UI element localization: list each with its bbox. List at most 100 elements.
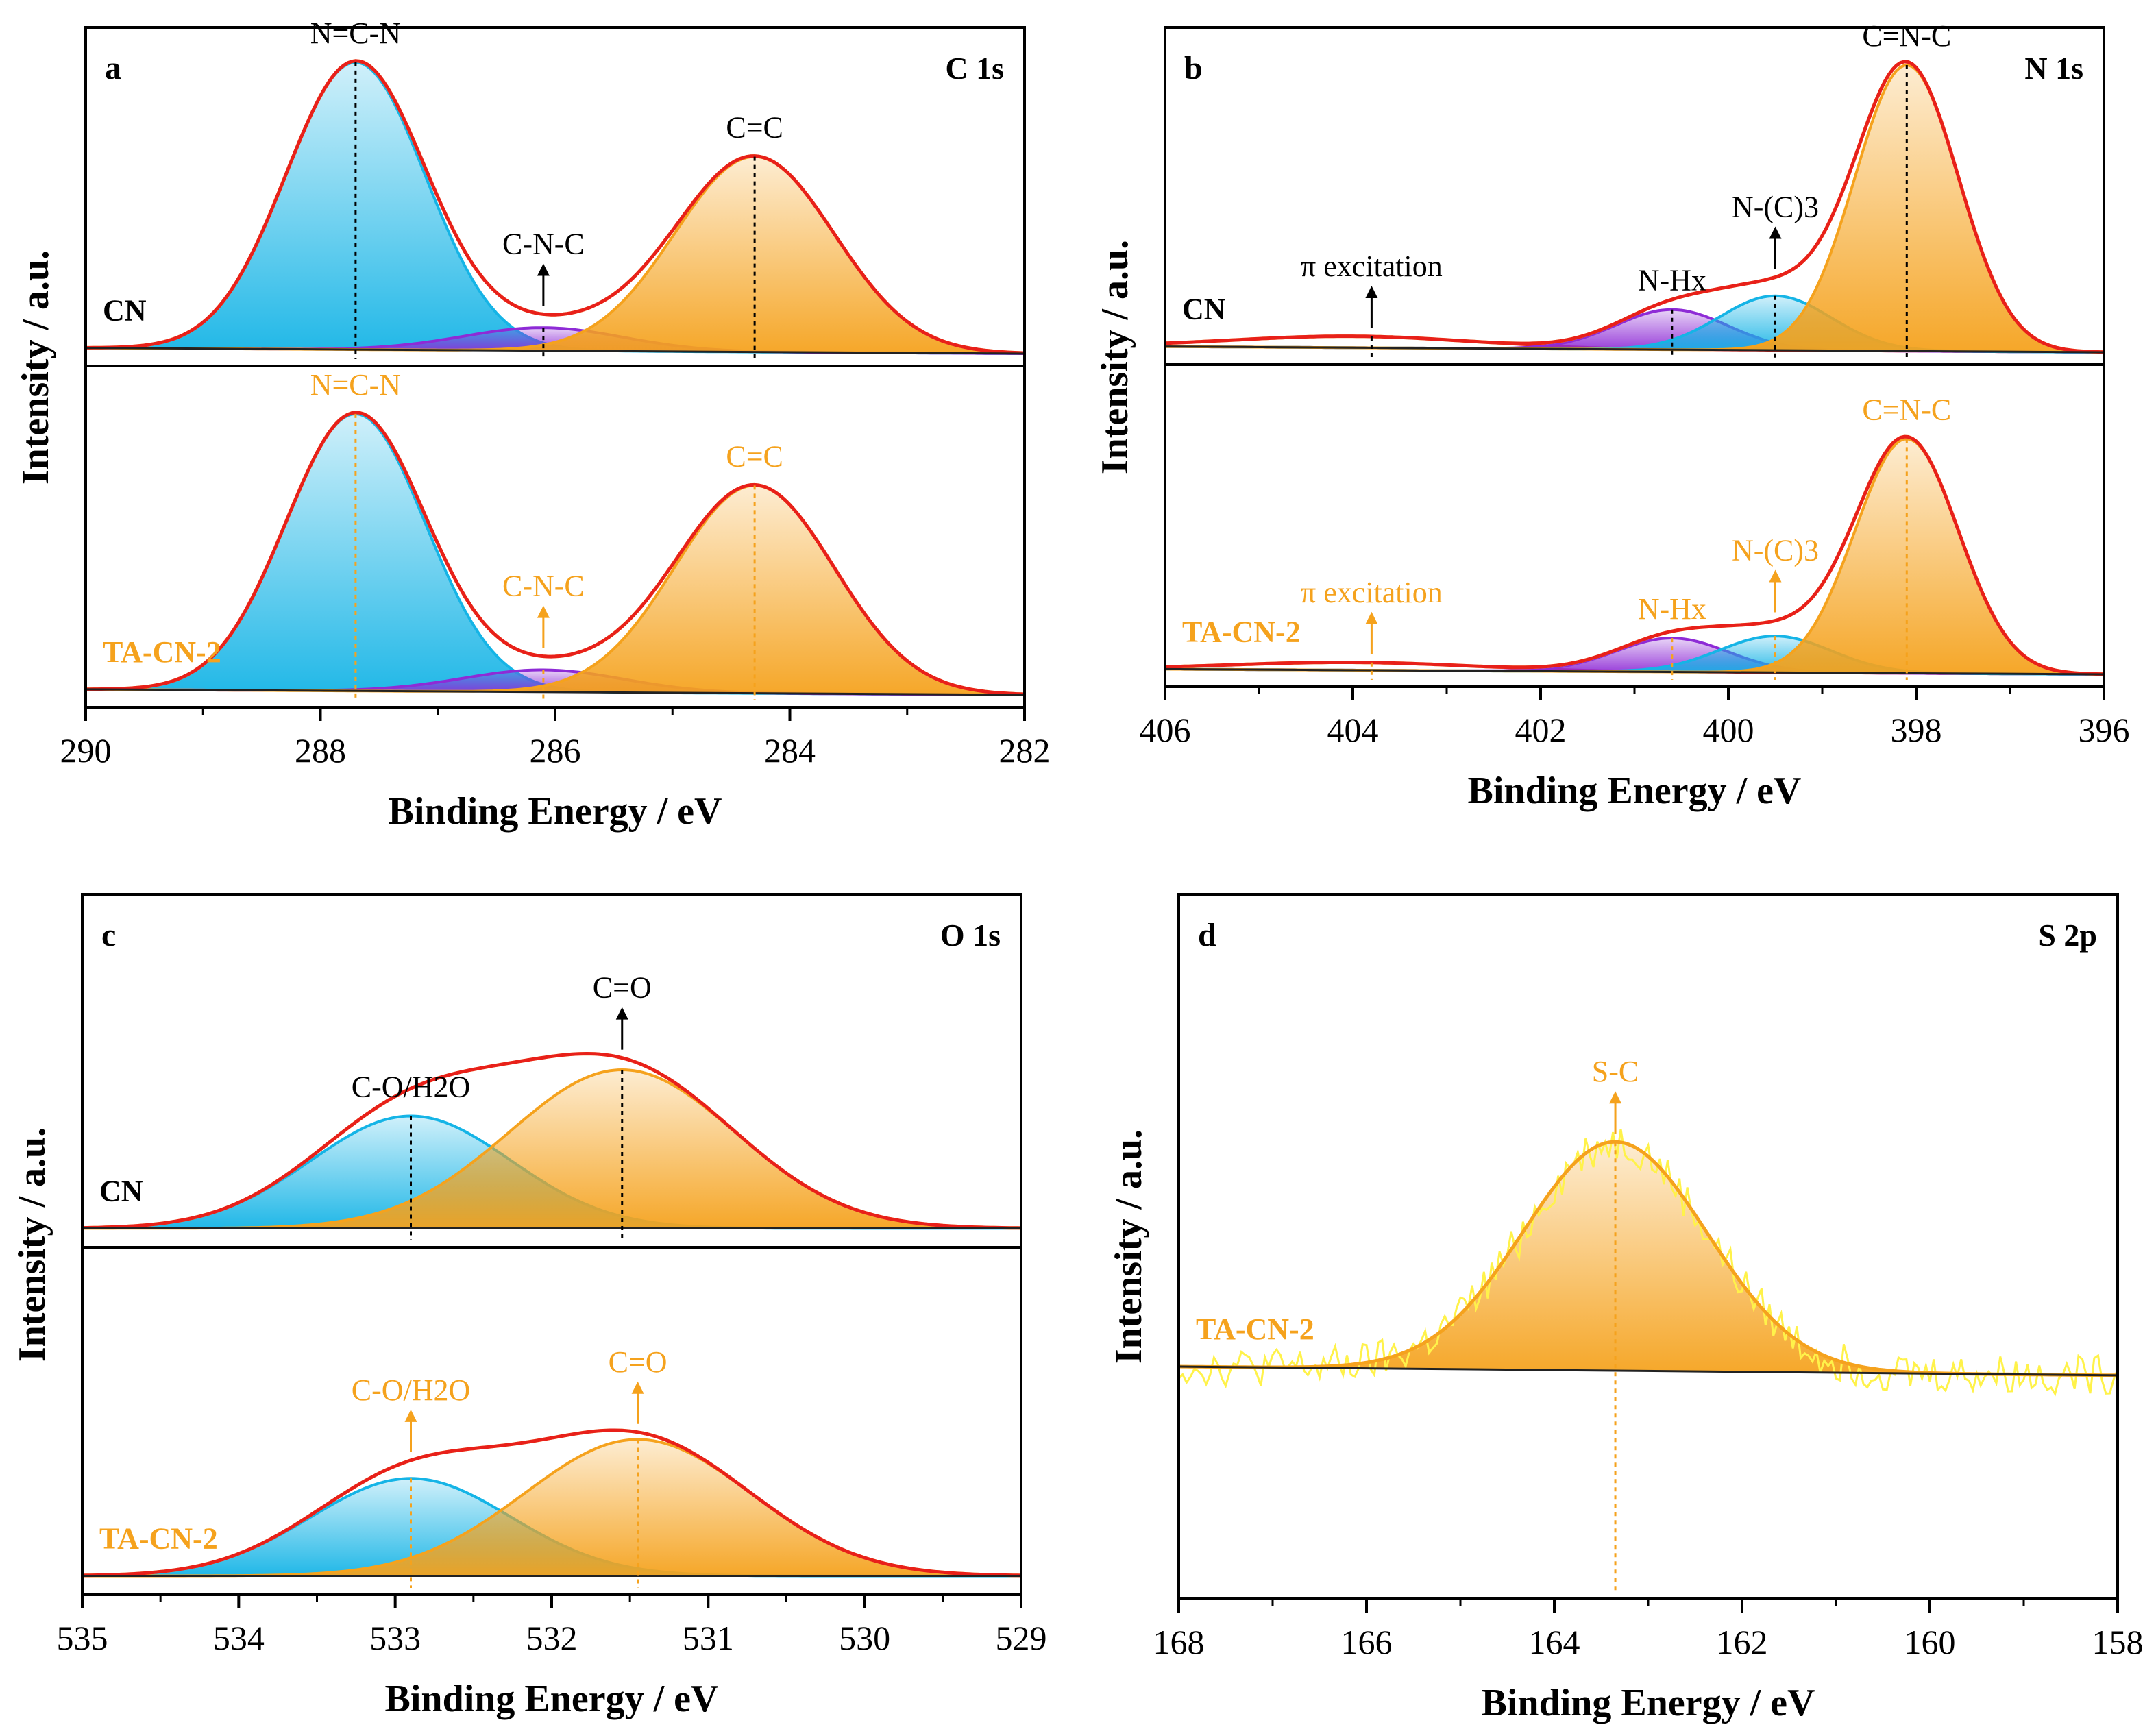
annotation-arrowhead	[631, 1381, 644, 1394]
fit-envelope-line	[1164, 434, 2105, 676]
x-tick-label: 400	[1703, 711, 1754, 749]
fit-envelope-line	[82, 1051, 1022, 1230]
peak-fill-purple	[1165, 309, 2104, 352]
panel-core-level-title: C 1s	[945, 51, 1004, 86]
panel-core-level-title: O 1s	[940, 918, 1001, 953]
peak-label: N-(C)3	[1732, 533, 1819, 567]
x-tick-label: 164	[1529, 1623, 1580, 1661]
peak-label: π excitation	[1301, 249, 1443, 283]
sample-label: CN	[1182, 293, 1226, 326]
peak-fill-orange	[82, 1070, 1021, 1229]
annotation-arrowhead	[1769, 226, 1782, 239]
fit-envelope-line	[1164, 60, 2105, 354]
baseline-line	[1164, 667, 2105, 676]
x-tick-label: 396	[2079, 711, 2130, 749]
peak-fill-blue	[82, 1116, 1021, 1229]
peak-label: N-Hx	[1638, 264, 1706, 297]
peak-fill-orange	[1165, 439, 2104, 674]
peak-label: C-O/H2O	[352, 1070, 471, 1103]
sample-label: TA-CN-2	[1182, 615, 1301, 648]
fit-envelope-line	[86, 411, 1025, 696]
panel-letter: a	[105, 50, 121, 86]
peak-label: C-N-C	[502, 569, 585, 603]
x-tick-label: 533	[369, 1619, 421, 1657]
peak-label: N-Hx	[1638, 592, 1706, 626]
peak-label: N=C-N	[310, 368, 401, 402]
peak-label: C-N-C	[502, 227, 585, 260]
annotation-arrowhead	[404, 1409, 417, 1422]
peak-label: N-(C)3	[1732, 190, 1819, 223]
baseline-line	[1178, 1365, 2118, 1377]
baseline-line	[85, 347, 1025, 355]
panel-d-s2p: TA-CN-2 S-C 168 166 164 162 160 158 d S 2p Binding…	[1107, 893, 2144, 1724]
x-tick-label: 166	[1341, 1623, 1393, 1661]
panel-a-c1s: CN N=C-N C-N-C C=C TA-CN-2 N=C-N C-N-C C=C 290 28…	[14, 16, 1051, 833]
peak-label: C-O/H2O	[352, 1373, 471, 1407]
y-axis-title: Intensity / a.u.	[1094, 240, 1136, 474]
x-tick-label: 532	[526, 1619, 578, 1657]
x-axis-title: Binding Energy / eV	[1482, 1682, 1815, 1724]
y-axis-title: Intensity / a.u.	[14, 250, 57, 485]
annotation-arrowhead	[1365, 286, 1378, 299]
x-tick-label: 160	[1904, 1623, 1956, 1661]
sample-label: TA-CN-2	[103, 635, 221, 669]
panel-core-level-title: S 2p	[2038, 918, 2097, 953]
baseline-line	[85, 688, 1025, 696]
x-tick-label: 529	[996, 1619, 1047, 1657]
x-tick-label: 290	[60, 731, 112, 770]
raw-data-line	[1177, 1129, 2119, 1397]
sample-label: TA-CN-2	[1196, 1312, 1314, 1346]
y-axis-title: Intensity / a.u.	[1107, 1129, 1150, 1364]
x-tick-label: 404	[1327, 711, 1379, 749]
annotation-arrowhead	[537, 263, 550, 276]
peak-fill-blue	[86, 62, 1025, 354]
x-tick-label: 406	[1140, 711, 1191, 749]
sample-label: CN	[99, 1174, 143, 1208]
peak-fill-purple	[1165, 638, 2104, 674]
sample-label: CN	[103, 294, 147, 328]
x-tick-label: 402	[1515, 711, 1567, 749]
peak-label: C=O	[593, 971, 652, 1005]
annotation-arrowhead	[1769, 569, 1782, 583]
peak-fill-blue	[82, 1478, 1021, 1576]
panel-c-o1s: CN C-O/H2O C=O TA-CN-2 C-O/H2O C=O 535 534 533 53…	[11, 893, 1047, 1720]
x-tick-label: 398	[1891, 711, 1942, 749]
x-axis-title: Binding Energy / eV	[389, 790, 722, 833]
peak-label: C=N-C	[1862, 19, 1951, 53]
baseline-line	[1164, 345, 2105, 354]
peak-label: π excitation	[1301, 576, 1443, 609]
x-tick-label: 288	[295, 731, 346, 770]
x-tick-label: 531	[683, 1619, 734, 1657]
fit-envelope-line	[86, 59, 1025, 355]
peak-fill-orange	[1165, 65, 2104, 352]
peak-fill-orange	[86, 485, 1025, 695]
peak-fill-purple	[86, 328, 1025, 354]
x-tick-label: 158	[2092, 1623, 2144, 1661]
x-axis-title: Binding Energy / eV	[1468, 770, 1802, 812]
x-tick-label: 534	[213, 1619, 265, 1657]
annotation-arrowhead	[1609, 1091, 1622, 1104]
fit-envelope-line	[82, 1428, 1022, 1578]
x-tick-label: 284	[764, 731, 816, 770]
peak-label: S-C	[1592, 1055, 1639, 1088]
peak-fill-orange	[86, 156, 1025, 354]
x-tick-label: 535	[57, 1619, 108, 1657]
peak-fill-blue	[86, 413, 1025, 695]
peak-label: N=C-N	[310, 16, 401, 50]
sample-label: TA-CN-2	[99, 1522, 218, 1556]
peak-fill-orange	[82, 1439, 1021, 1576]
panel-letter: d	[1198, 917, 1216, 953]
panel-letter: b	[1184, 50, 1203, 86]
peak-label: C=C	[726, 439, 783, 473]
panel-letter: c	[101, 917, 116, 953]
x-axis-title: Binding Energy / eV	[385, 1678, 719, 1720]
x-tick-label: 282	[999, 731, 1051, 770]
x-tick-label: 162	[1717, 1623, 1768, 1661]
panel-b-n1s: CNπ excitation N-HxN-(C)3C=N-CTA-CN-2π ex…	[1094, 19, 2130, 812]
x-tick-label: 168	[1153, 1623, 1205, 1661]
y-axis-title: Intensity / a.u.	[11, 1127, 53, 1362]
peak-label: C=C	[726, 111, 783, 145]
peak-label: C=O	[609, 1345, 667, 1379]
annotation-arrowhead	[615, 1007, 628, 1020]
